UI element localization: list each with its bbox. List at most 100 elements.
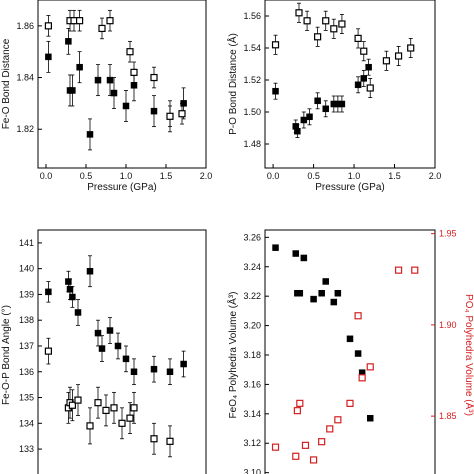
panel-polyhedra-volume: 3.10 3.12 3.14 3.16 3.18 3.20 3.22 3.24 3.26 1.85… <box>226 229 474 474</box>
data-point-filled <box>300 254 308 262</box>
data-point-open <box>309 456 318 464</box>
data-point-filled <box>130 368 138 376</box>
data-point-open <box>296 399 304 407</box>
data-point-open <box>346 399 354 407</box>
data-point-filled <box>150 107 158 115</box>
data-point-filled <box>69 293 76 301</box>
data-point-open <box>295 9 303 17</box>
data-point-open <box>166 112 174 120</box>
data-point-open <box>292 452 300 460</box>
data-point-open <box>301 441 310 449</box>
data-point-open <box>106 17 114 25</box>
y-tick-label: 138 <box>19 315 34 325</box>
y2-tick-label: 1.95 <box>439 229 457 239</box>
data-point-filled <box>114 342 122 350</box>
data-point-open <box>68 401 77 409</box>
data-point-open <box>394 266 403 274</box>
data-point-open <box>44 347 53 355</box>
x-tick-label: 0.5 <box>307 171 320 181</box>
data-point-open <box>303 17 311 25</box>
y2-tick-label: 1.85 <box>439 411 457 421</box>
data-point-filled <box>45 288 52 296</box>
y-tick-label: 133 <box>19 444 34 454</box>
y-tick-label: 139 <box>19 289 34 299</box>
data-point-open <box>394 52 403 60</box>
y-tick-label: 3.16 <box>243 379 261 389</box>
data-point-open <box>178 110 186 118</box>
data-point-filled <box>69 87 76 94</box>
x-tick-label: 1.0 <box>348 171 361 181</box>
data-point-open <box>271 41 280 49</box>
data-point-filled <box>360 75 368 82</box>
data-point-filled <box>122 355 130 363</box>
data-point-open <box>407 44 415 52</box>
data-point-open <box>314 33 322 41</box>
y-axis-title: P-O Bond Distance (Å) <box>226 33 239 135</box>
data-point-filled <box>338 100 346 108</box>
y-tick-label: 136 <box>19 367 34 377</box>
data-point-open <box>411 266 419 274</box>
data-point-open <box>326 425 334 433</box>
data-point-filled <box>346 335 354 343</box>
x-tick-label: 1.5 <box>160 171 173 181</box>
y-tick-label: 140 <box>19 264 34 274</box>
y-tick-label: 3.10 <box>243 468 261 474</box>
y-tick-label: 1.84 <box>16 73 34 83</box>
data-point-open <box>318 438 326 446</box>
data-point-open <box>358 374 366 382</box>
data-point-filled <box>94 76 102 84</box>
data-point-open <box>126 414 134 422</box>
data-point-filled <box>354 350 362 357</box>
data-point-filled <box>180 360 187 368</box>
data-point-filled <box>110 89 118 97</box>
x-tick-label: 1.5 <box>388 171 401 181</box>
data-point-open <box>102 406 110 415</box>
data-point-open <box>150 435 158 443</box>
data-point-filled <box>306 113 313 121</box>
y-tick-label: 1.54 <box>243 43 261 53</box>
data-point-filled <box>330 298 338 306</box>
data-point-open <box>130 68 138 76</box>
panel-p-o-distance: 0.0 0.5 1.0 1.5 2.0 1.48 1.50 1.52 1.54 1.56 Pres… <box>226 0 441 193</box>
data-point-filled <box>292 250 300 257</box>
data-point-open <box>150 73 158 82</box>
data-point-filled <box>86 131 94 138</box>
data-point-filled <box>334 289 342 297</box>
data-point-open <box>44 22 53 30</box>
y2-tick-label: 1.90 <box>439 320 457 330</box>
x-tick-label: 2.0 <box>200 171 213 181</box>
plot-frame <box>37 229 207 474</box>
data-point-open <box>98 24 106 33</box>
data-point-filled <box>122 102 130 110</box>
data-point-filled <box>300 116 308 124</box>
data-point-open <box>74 396 82 404</box>
y-tick-label: 3.24 <box>243 262 261 272</box>
x-tick-label: 0.0 <box>40 171 53 181</box>
data-point-filled <box>296 289 304 297</box>
data-point-filled <box>314 97 321 105</box>
x-axis-title: Pressure (GPa) <box>87 182 156 193</box>
data-point-filled <box>130 82 138 89</box>
plot-frame <box>37 0 207 169</box>
y-tick-label: 1.56 <box>243 11 261 21</box>
y-axis-title: Fe-O Bond Distance <box>1 38 12 129</box>
data-point-open <box>94 399 102 407</box>
plot-frame <box>264 0 436 169</box>
x-tick-label: 0.5 <box>80 171 93 181</box>
data-point-open <box>334 416 342 424</box>
y-tick-label: 134 <box>19 418 34 428</box>
data-point-open <box>366 84 374 92</box>
data-point-open <box>382 57 391 65</box>
panel-fe-o-p-angle: 133 134 135 136 137 138 139 140 141 Fe-O-P Bond … <box>1 229 207 474</box>
y-tick-label: 135 <box>19 393 34 403</box>
data-point-filled <box>65 38 72 45</box>
data-point-filled <box>66 286 74 293</box>
y-tick-label: 3.26 <box>243 232 261 242</box>
data-point-open <box>166 437 174 445</box>
data-point-open <box>360 47 368 55</box>
x-axis-title: Pressure (GPa) <box>315 182 384 193</box>
data-point-filled <box>366 414 374 422</box>
data-point-filled <box>86 267 94 275</box>
y-axis-title-left: FeO₄ Polyhedra Volume (Å³) <box>226 292 239 419</box>
y-axis-title-right: PO₄ Polyhedra Volume (Å³) <box>463 294 474 416</box>
